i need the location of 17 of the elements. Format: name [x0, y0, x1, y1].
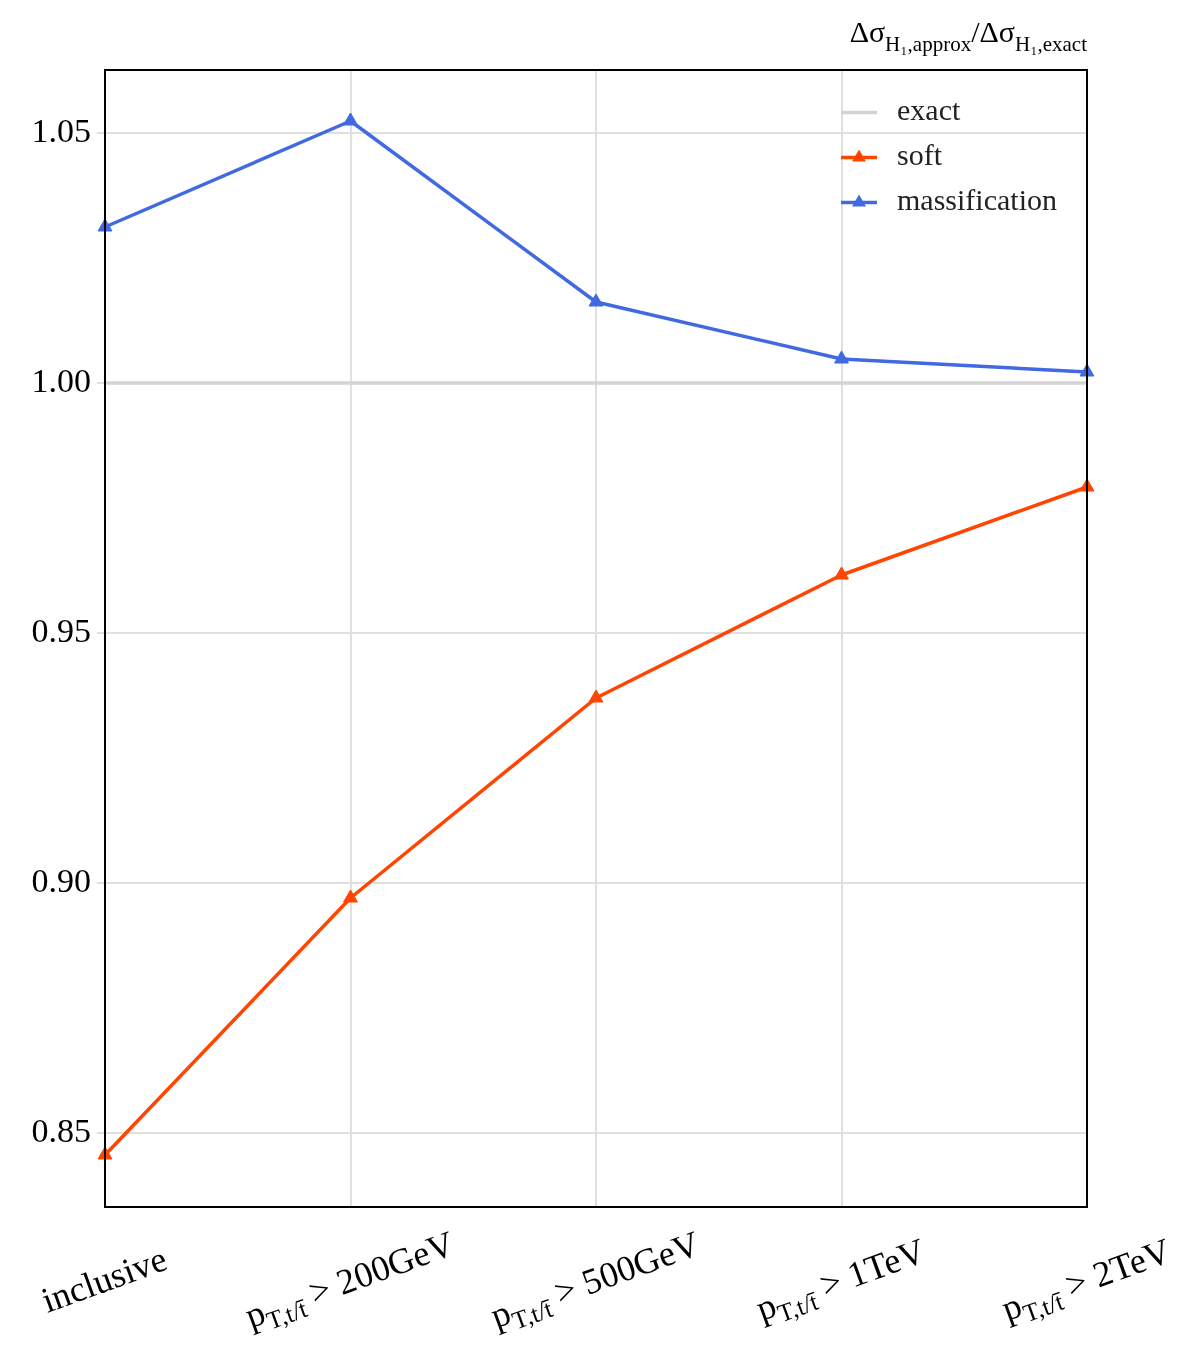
y-tick-label: 0.85 [31, 1111, 91, 1149]
point [588, 293, 604, 307]
y-tick-label: 1.00 [31, 361, 91, 399]
point [588, 689, 604, 703]
legend-label: exact [897, 93, 961, 127]
point [834, 566, 849, 580]
x-tick-label: pT,t/t̄ > 2TeV [996, 1230, 1176, 1329]
y-tick-label: 0.90 [31, 861, 91, 899]
x-tick-label: inclusive [36, 1238, 173, 1321]
point [343, 889, 358, 903]
point [343, 112, 358, 126]
y-tick-label: 1.05 [31, 111, 91, 149]
point [834, 350, 849, 364]
legend-label: massification [897, 183, 1058, 217]
y-tick-label: 0.95 [31, 611, 91, 649]
legend-label: soft [897, 138, 943, 172]
x-tick-label: pT,t/t̄ > 1TeV [750, 1230, 931, 1329]
